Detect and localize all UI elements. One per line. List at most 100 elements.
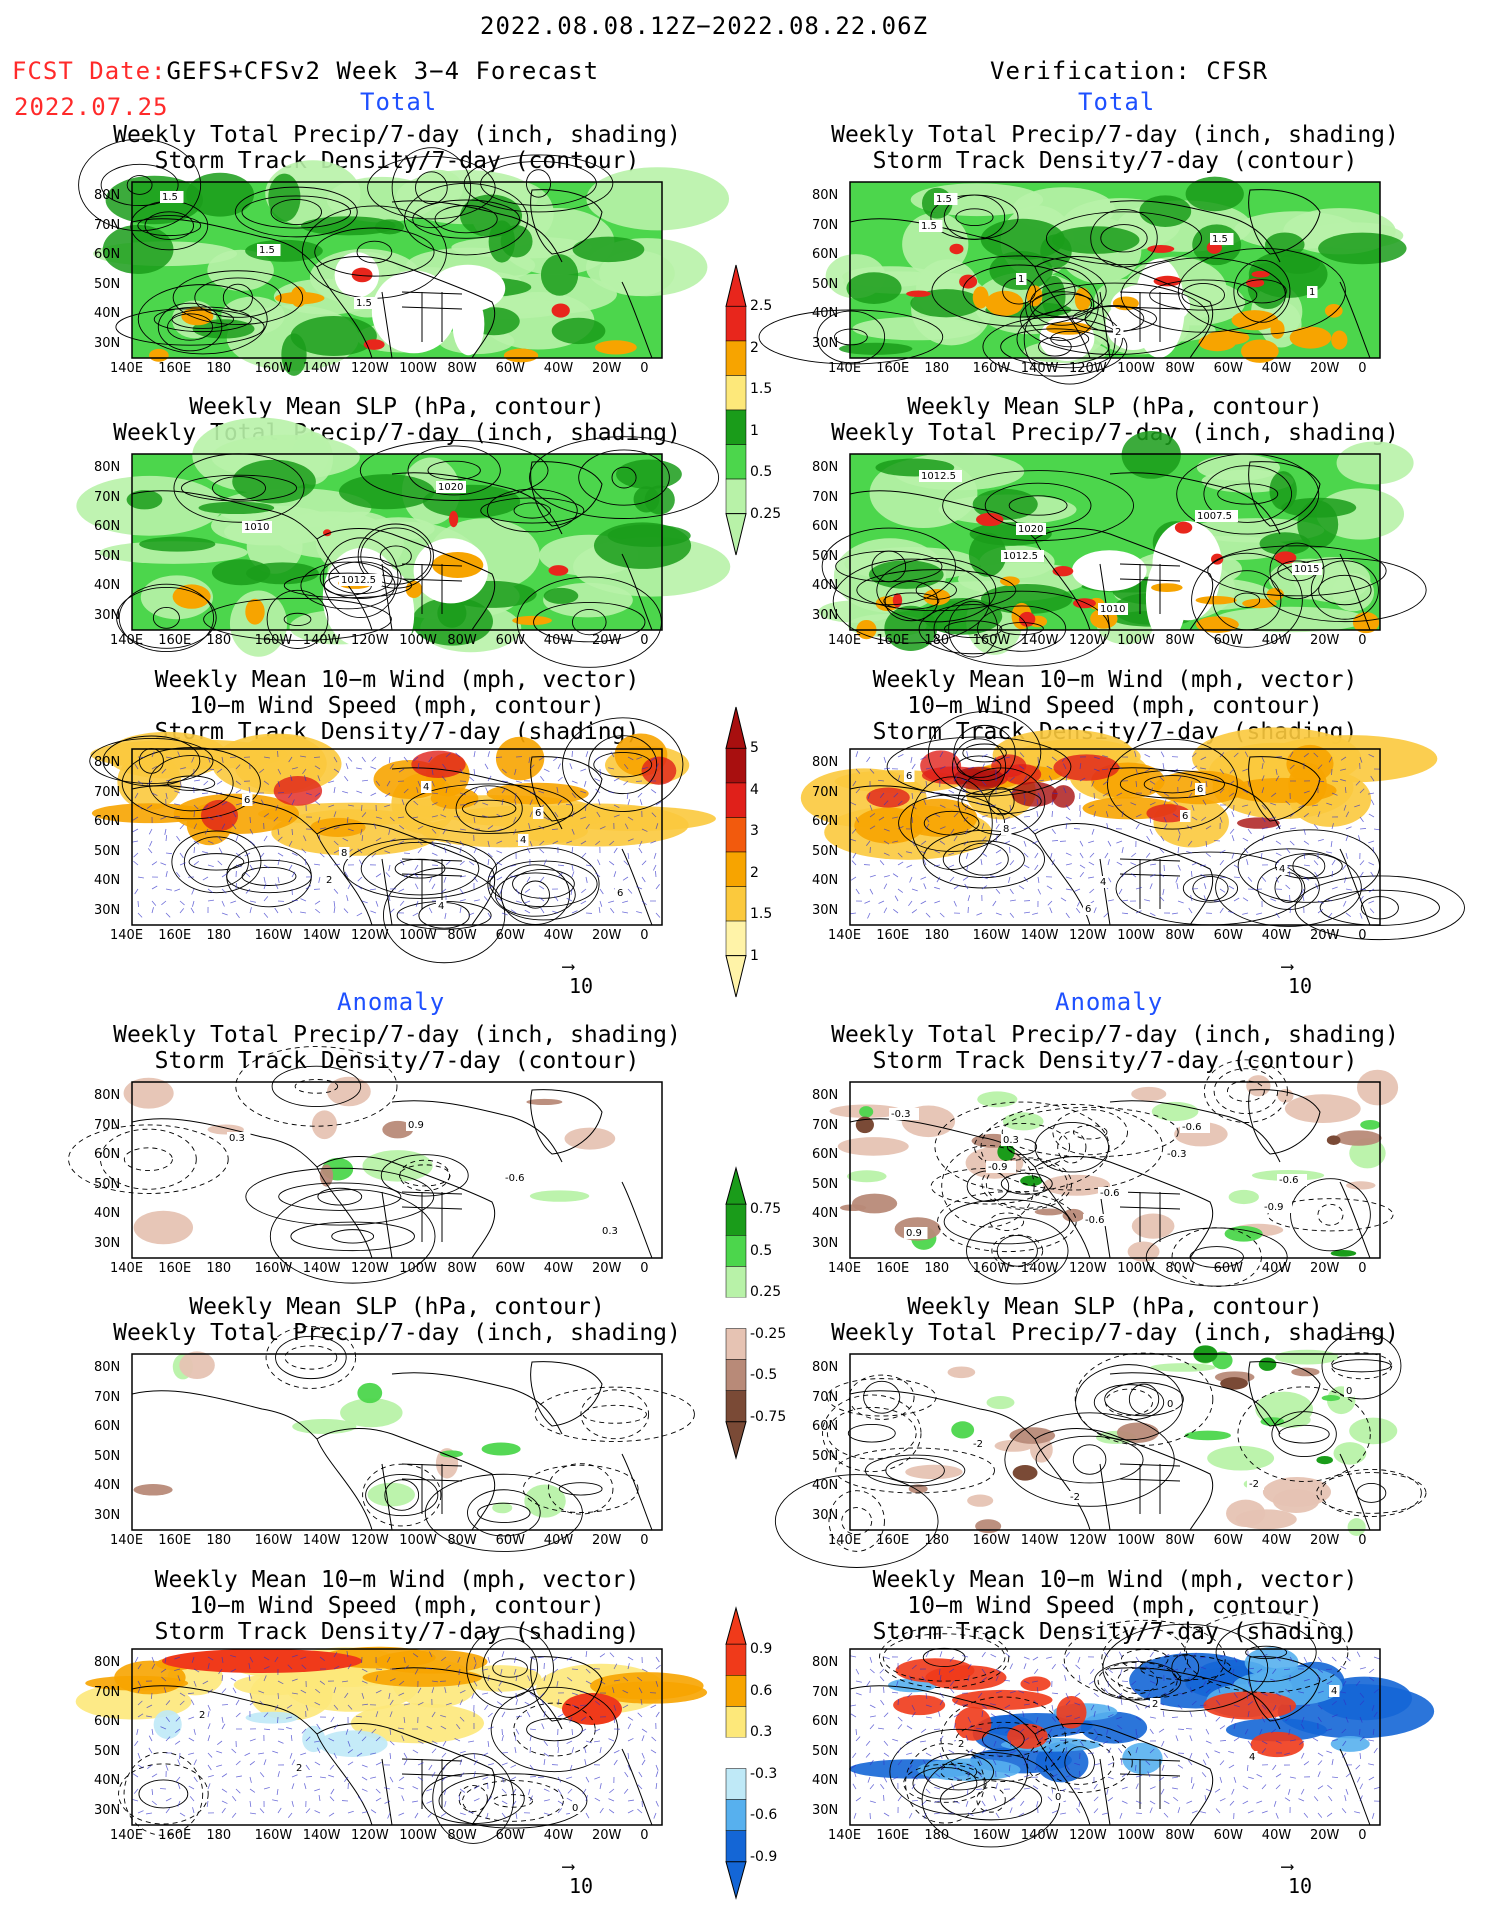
map-panel-panom: -0.3 -0.9 -0.3 -0.9 -0.6 -0.6 -0.6 0.9 0.3 -0.6 xyxy=(829,1059,1399,1287)
lon-label: 160E xyxy=(876,928,910,943)
lon-label: 80W xyxy=(1165,1533,1195,1548)
contour-labels: 0 2 2 xyxy=(197,1709,581,1814)
lon-label: 40W xyxy=(543,1261,574,1276)
colorbar-label: 2.5 xyxy=(750,298,773,315)
lon-label: 100W xyxy=(1117,1533,1155,1548)
lat-label: 50N xyxy=(812,548,839,564)
colorbar-segment xyxy=(726,1737,746,1769)
lat-label: 60N xyxy=(94,1419,121,1434)
lon-label: 140E xyxy=(110,1533,144,1548)
lon-label: 140E xyxy=(828,361,862,376)
contour-lines xyxy=(758,194,1346,385)
lat-label: 50N xyxy=(94,1743,121,1759)
lon-label: 40W xyxy=(543,1828,574,1843)
lon-label: 60W xyxy=(495,1533,525,1548)
lon-label: 120W xyxy=(351,1828,389,1843)
contour-label: 4 xyxy=(1100,877,1106,888)
lon-label: 140E xyxy=(828,633,862,648)
lon-label: 160W xyxy=(254,928,293,943)
contour-label: 2 xyxy=(296,1763,302,1774)
lat-label: 50N xyxy=(94,843,121,859)
lon-label: 120W xyxy=(1069,361,1107,376)
lon-label: 160E xyxy=(876,361,910,376)
colorbar-segment xyxy=(725,444,747,480)
wind-vectors xyxy=(132,1650,661,1819)
lon-label: 60W xyxy=(1213,633,1243,648)
map-plot: 2 4 4 6 6 8 4 6 xyxy=(89,717,716,964)
lon-label: 80W xyxy=(1165,928,1195,943)
contour-label: -0.9 xyxy=(988,1162,1008,1173)
colorbar-segment xyxy=(725,1390,747,1423)
lon-label: 180 xyxy=(924,1261,950,1276)
arrow-right-icon: ⟶ xyxy=(1282,1856,1293,1877)
lon-label: 180 xyxy=(206,361,232,376)
lat-label: 40N xyxy=(94,1773,121,1788)
contour-label: -0.6 xyxy=(1182,1122,1202,1133)
lat-label: 70N xyxy=(94,217,121,233)
lat-label: 70N xyxy=(812,1684,839,1700)
contour-labels: 1012.5 1010 1007.5 1015 1012.5 1020 xyxy=(919,470,1322,615)
map-panel-sanom: 4 2 0 2 4 xyxy=(849,1611,1435,1848)
colorbar-segment xyxy=(725,1235,747,1267)
contour-label: 0 xyxy=(1167,1399,1173,1410)
lat-label: 80N xyxy=(94,1360,121,1375)
contour-label: 8 xyxy=(1003,824,1009,835)
lon-label: 140E xyxy=(828,1828,862,1843)
lat-label: 60N xyxy=(94,814,121,829)
map-plot: 0 2 2 xyxy=(75,1626,708,1844)
lon-label: 160E xyxy=(158,1261,192,1276)
colorbar-storm: 5 4 3 2 1.5 1 xyxy=(725,706,772,1001)
lon-label: 160E xyxy=(158,361,192,376)
coastline xyxy=(849,461,1371,631)
lon-label: 140E xyxy=(110,1828,144,1843)
lat-label: 50N xyxy=(812,1743,839,1759)
contour-label: 6 xyxy=(244,795,250,806)
lon-label: 140W xyxy=(302,928,341,943)
lat-label: 70N xyxy=(94,784,121,800)
lon-label: 60W xyxy=(1213,1533,1243,1548)
lon-label: 140W xyxy=(302,1828,341,1843)
colorbar-precip_anom: 0.75 0.5 0.25 -0.25 -0.5 -0.75 xyxy=(725,1166,786,1462)
lon-label: 60W xyxy=(495,1261,525,1276)
lat-label: 60N xyxy=(94,247,121,262)
coastline xyxy=(849,1656,1371,1826)
colorbar-label: 1 xyxy=(750,947,759,964)
lat-label: 30N xyxy=(812,1802,839,1818)
contour-label: 0.3 xyxy=(229,1133,245,1144)
lat-label: 40N xyxy=(94,1478,121,1493)
contour-label: -0.6 xyxy=(1085,1215,1105,1226)
lon-label: 100W xyxy=(1117,928,1155,943)
lon-label: 0 xyxy=(1358,1828,1367,1843)
lon-label: 180 xyxy=(206,633,232,648)
vector-ref-value: 10 xyxy=(569,1874,594,1898)
map-plot: 1010 1012.5 1020 xyxy=(76,417,731,668)
map-plot: 1012.5 1010 1007.5 1015 1012.5 1020 xyxy=(818,431,1427,667)
lon-label: 160W xyxy=(254,1261,293,1276)
contour-label: 1010 xyxy=(1100,604,1125,615)
contour-label: 8 xyxy=(341,848,347,859)
lon-label: 60W xyxy=(495,1828,525,1843)
lat-label: 30N xyxy=(812,1507,839,1523)
contour-label: 1012.5 xyxy=(921,471,956,482)
contour-label: 4 xyxy=(438,901,444,912)
lat-label: 40N xyxy=(812,873,839,888)
lon-label: 20W xyxy=(1310,1261,1340,1276)
lon-label: 160E xyxy=(876,1261,910,1276)
panel-title: Weekly Total Precip/7-day (inch, shading… xyxy=(113,1022,681,1074)
colorbar-label: 1.5 xyxy=(750,906,773,923)
lon-label: 180 xyxy=(924,1828,950,1843)
colorbar-segment xyxy=(725,1644,747,1676)
contour-label: 4 xyxy=(423,782,429,793)
lat-label: 80N xyxy=(94,188,121,203)
map-plot: 4 2 0 2 4 xyxy=(849,1611,1435,1848)
colorbar-segment xyxy=(725,1675,747,1707)
contour-label: -0.3 xyxy=(891,1109,911,1120)
lat-label: 40N xyxy=(94,578,121,593)
verification-title: Verification: CFSR xyxy=(990,57,1269,85)
map-panel-panom: 0.9 -0.6 0.3 0.3 xyxy=(68,1046,663,1284)
map-panel-panom: -2 0 -2 -2 0 xyxy=(774,1332,1427,1568)
lon-label: 160W xyxy=(972,1261,1011,1276)
contour-label: 4 xyxy=(520,835,526,846)
map-panel-precip: 1.5 1.5 1.5 xyxy=(78,138,730,376)
lon-label: 140W xyxy=(302,1261,341,1276)
